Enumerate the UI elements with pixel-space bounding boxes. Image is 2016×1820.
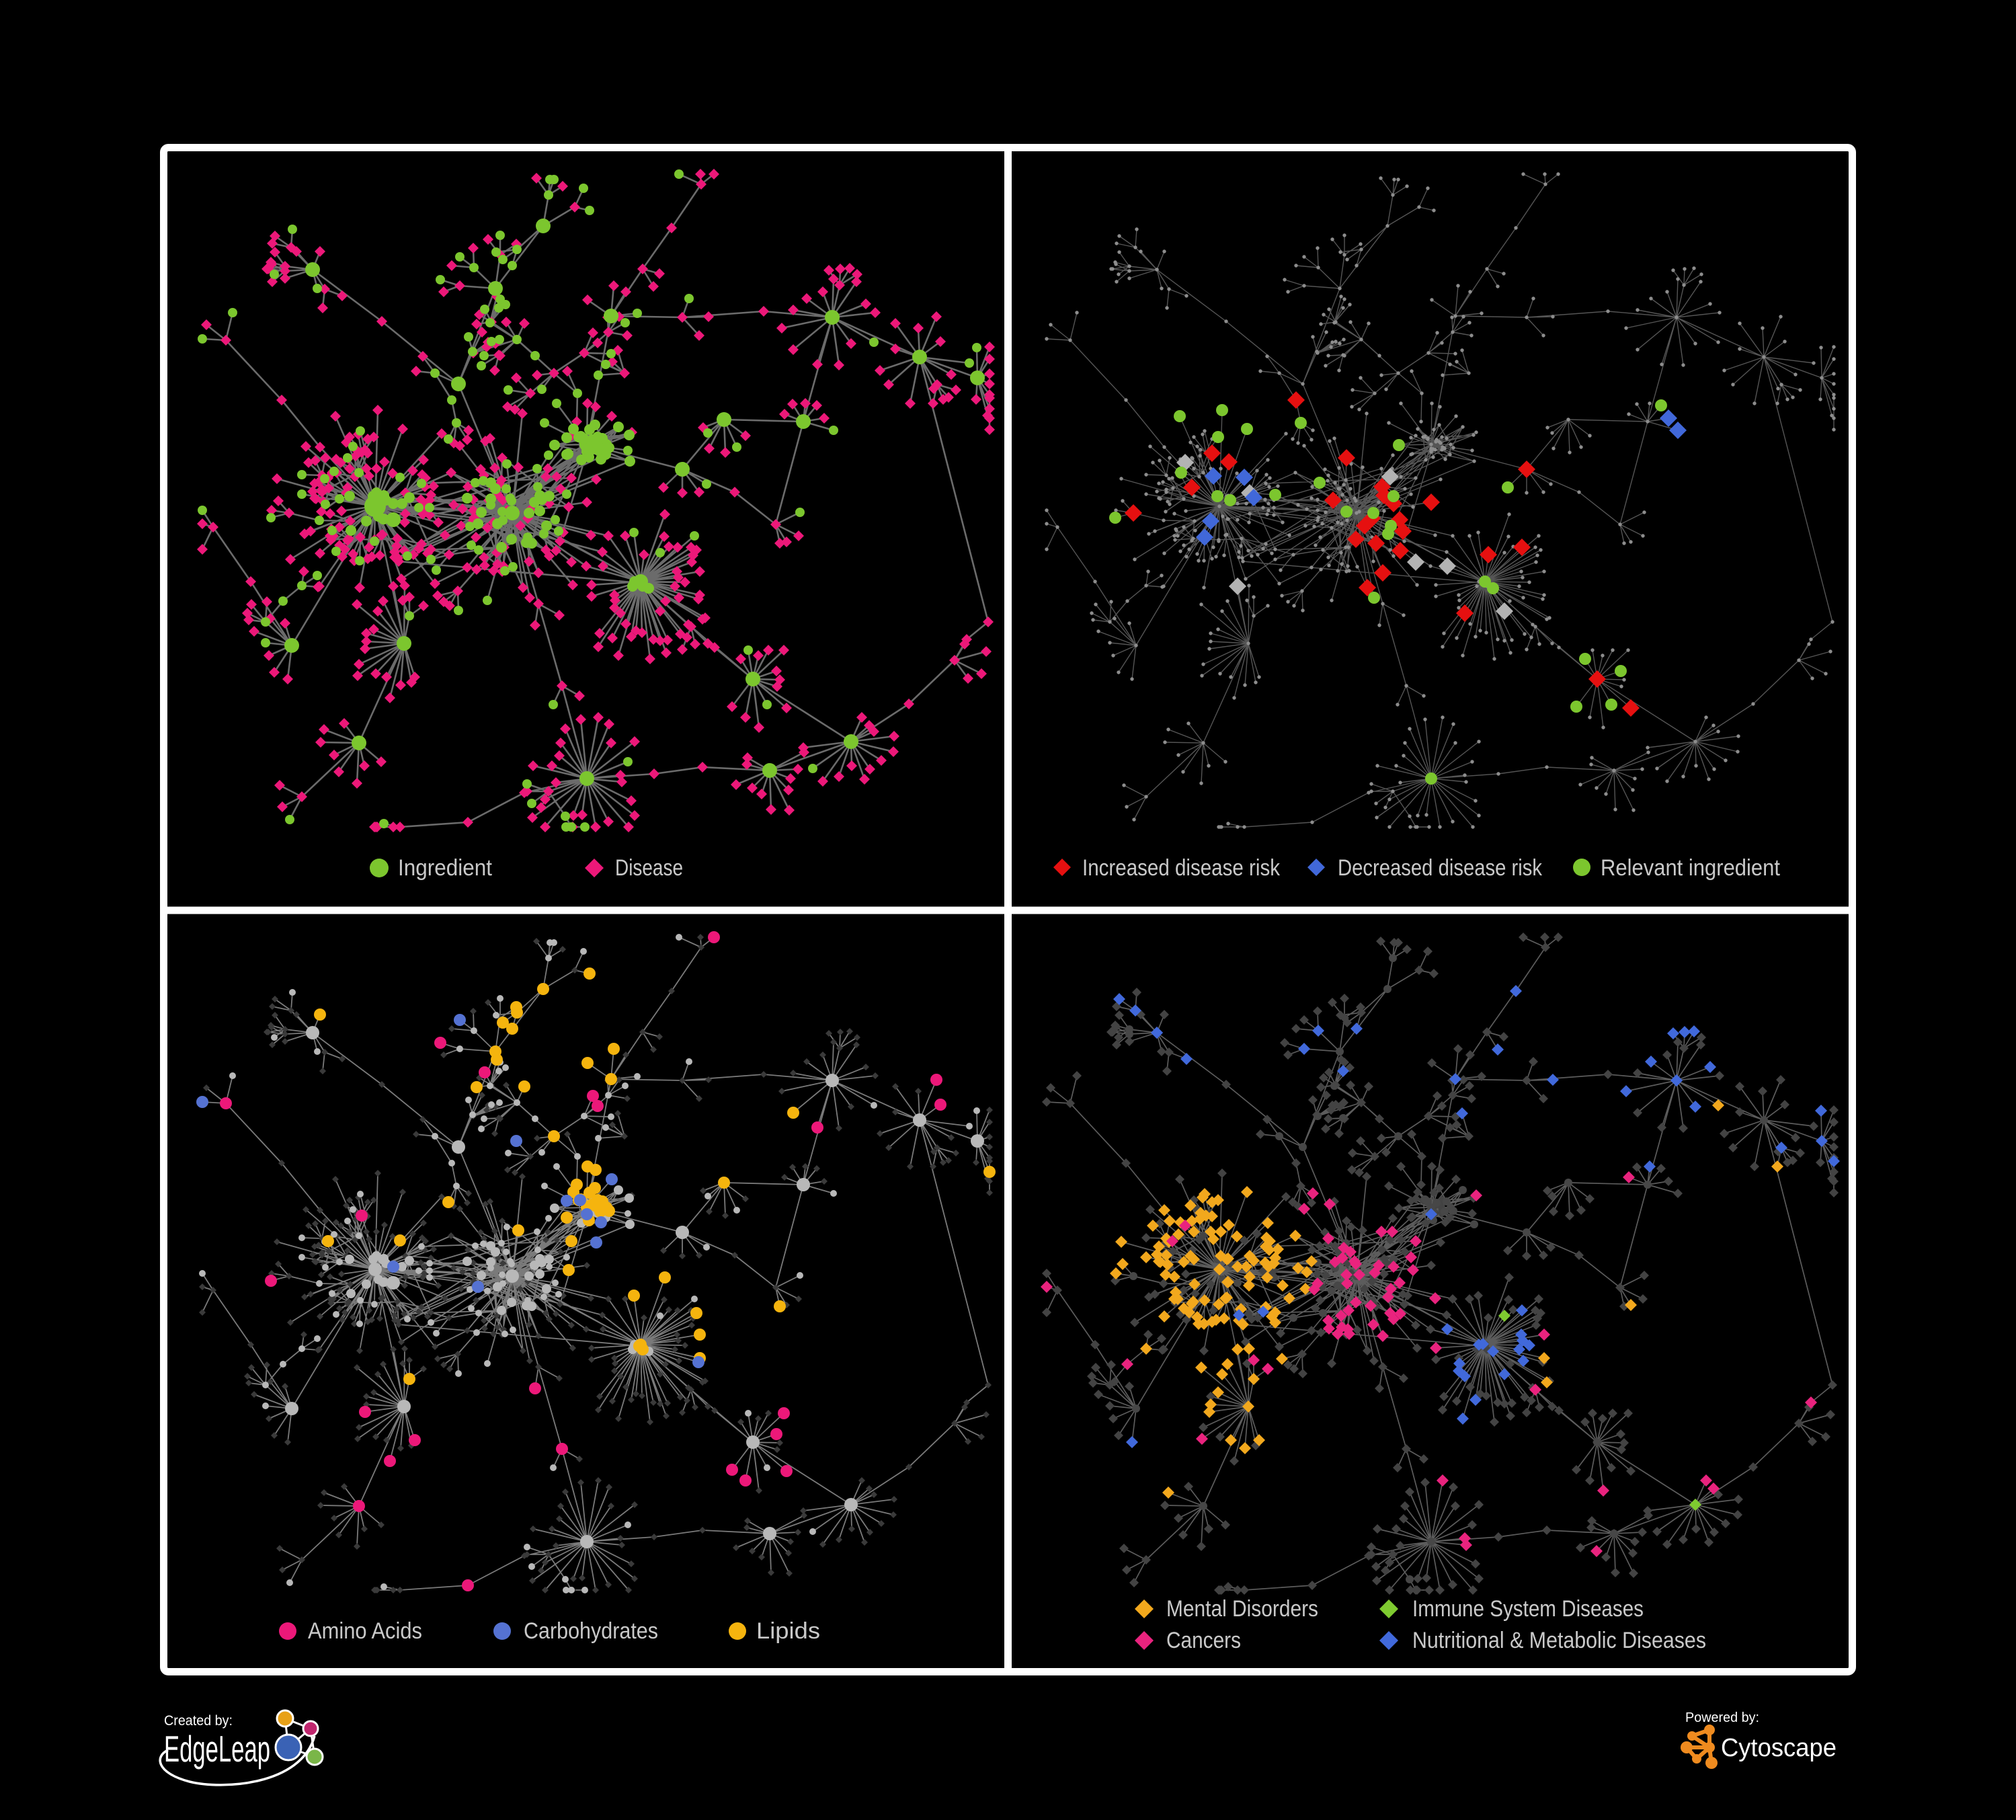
svg-text:Ingredient: Ingredient — [398, 855, 493, 881]
svg-text:Created by:: Created by: — [164, 1713, 233, 1729]
svg-text:Decreased disease risk: Decreased disease risk — [1338, 855, 1543, 881]
svg-text:Amino Acids: Amino Acids — [308, 1618, 422, 1644]
svg-text:Powered by:: Powered by: — [1685, 1710, 1759, 1725]
svg-text:Relevant ingredient: Relevant ingredient — [1601, 855, 1781, 881]
svg-text:Cytoscape: Cytoscape — [1721, 1734, 1837, 1762]
svg-text:Immune System Diseases: Immune System Diseases — [1412, 1596, 1644, 1622]
svg-text:Disease: Disease — [615, 855, 683, 881]
svg-text:Carbohydrates: Carbohydrates — [524, 1618, 658, 1644]
svg-text:Mental Disorders: Mental Disorders — [1166, 1596, 1318, 1622]
svg-text:Cancers: Cancers — [1166, 1628, 1241, 1653]
svg-text:Nutritional & Metabolic Diseas: Nutritional & Metabolic Diseases — [1412, 1628, 1706, 1653]
svg-text:EdgeLeap: EdgeLeap — [164, 1728, 270, 1770]
svg-text:Increased disease risk: Increased disease risk — [1082, 855, 1281, 881]
svg-text:Lipids: Lipids — [756, 1618, 820, 1644]
